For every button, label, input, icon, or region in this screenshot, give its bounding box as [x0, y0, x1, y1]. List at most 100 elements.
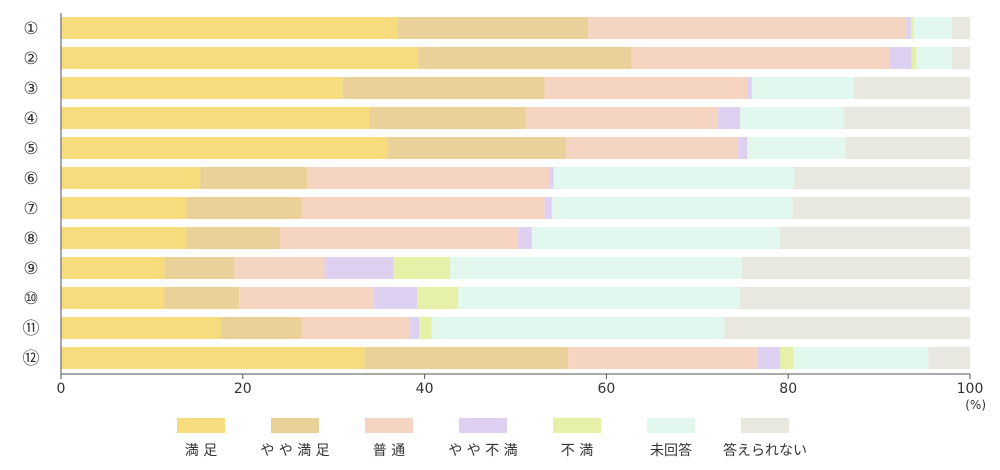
bar-segment [544, 197, 552, 219]
bar-segment [61, 287, 164, 309]
bar-segment [518, 227, 532, 249]
bar-segment [757, 347, 781, 369]
bar-segment [342, 77, 545, 99]
bar-segment [61, 317, 221, 339]
bar-segment [324, 257, 394, 279]
bar-segment [417, 287, 459, 309]
bar-segment [410, 317, 420, 339]
x-tick-label: 20 [234, 381, 252, 397]
legend-label: 満 足 [185, 443, 217, 459]
category-label: ⑩ [23, 289, 38, 309]
bar-segment [61, 227, 187, 249]
bar-segment [565, 137, 739, 159]
bar-segment [741, 257, 970, 279]
category-label: ⑨ [23, 259, 38, 279]
x-tick-label: 0 [57, 381, 66, 397]
bar-segment [551, 197, 793, 219]
bar-segment [387, 137, 566, 159]
bar-segment [718, 107, 741, 129]
legend-label: や や 不 満 [448, 443, 517, 459]
bar-segment [780, 347, 794, 369]
bar-segment [431, 317, 725, 339]
legend-label: や や 満 足 [260, 443, 329, 459]
bar-segment [419, 317, 432, 339]
bar-segment [393, 257, 451, 279]
bar-segment [220, 317, 302, 339]
bar-segment [751, 77, 854, 99]
bar-segment [301, 317, 411, 339]
bar-segment [525, 107, 719, 129]
bar-segment [568, 347, 758, 369]
legend-swatch [553, 418, 601, 433]
bar-segment [910, 17, 914, 39]
x-ticks: 0 20 40 60 80 100 [57, 374, 984, 397]
bar-segment [588, 17, 907, 39]
bar-segment [738, 137, 748, 159]
bar-segment [164, 257, 235, 279]
bar-segment [239, 287, 374, 309]
bar-segment [163, 287, 240, 309]
unit-label: (%) [965, 398, 986, 412]
bar-segment [780, 227, 970, 249]
legend: 満 足 や や 満 足 普 通 や や 不 満 不 満 未回答 答えられない [177, 418, 807, 459]
bar-segment [845, 137, 970, 159]
category-label: ① [23, 19, 38, 39]
bar-segment [724, 317, 970, 339]
bar-segment [544, 77, 748, 99]
bar-segment [740, 107, 844, 129]
bar-segment [916, 47, 952, 69]
bar-segment [280, 227, 519, 249]
bar-segment [61, 137, 388, 159]
bar-segment [740, 287, 970, 309]
bar-segment [458, 287, 741, 309]
bar-segment [843, 107, 970, 129]
bar-segment [553, 167, 794, 189]
bar-segment [549, 167, 554, 189]
bar-segment [397, 17, 589, 39]
bar-segment [911, 47, 917, 69]
bar-segment [951, 47, 970, 69]
x-axis [60, 13, 970, 375]
bar-segment [369, 107, 526, 129]
category-label: ④ [23, 109, 38, 129]
bar-segment [61, 257, 165, 279]
category-label: ⑦ [23, 199, 38, 219]
bar-segment [186, 197, 302, 219]
legend-swatch [365, 418, 413, 433]
bar-segment [61, 47, 419, 69]
bar-segment [792, 197, 970, 219]
bar-segment [793, 167, 970, 189]
legend-label: 答えられない [723, 442, 807, 459]
bar-segment [301, 197, 545, 219]
bar-segment [61, 17, 398, 39]
bar-segment [889, 47, 912, 69]
bar-segment [186, 227, 281, 249]
x-tick-label: 80 [779, 381, 797, 397]
bar-segment [913, 17, 952, 39]
legend-swatch [177, 418, 225, 433]
bar-segment [906, 17, 911, 39]
bar-segment [853, 77, 970, 99]
bar-segment [200, 167, 308, 189]
x-tick-label: 100 [957, 381, 984, 397]
category-label: ⑤ [23, 139, 38, 159]
bar-segment [450, 257, 742, 279]
category-labels: ① ② ③ ④ ⑤ ⑥ ⑦ ⑧ ⑨ ⑩ ⑪ ⑫ [23, 19, 40, 369]
x-tick-label: 60 [597, 381, 615, 397]
bar-segment [61, 107, 370, 129]
category-label: ⑫ [23, 349, 40, 369]
bar-segment [951, 17, 970, 39]
bar-segment [234, 257, 325, 279]
bar-segment [61, 77, 343, 99]
category-label: ⑧ [23, 229, 38, 249]
legend-swatch [459, 418, 507, 433]
legend-swatch [647, 418, 695, 433]
bars-group [61, 17, 970, 369]
legend-swatch [271, 418, 319, 433]
legend-label: 不 満 [561, 443, 593, 459]
bar-segment [61, 347, 365, 369]
bar-segment [61, 167, 201, 189]
x-tick-label: 40 [416, 381, 434, 397]
category-label: ③ [23, 79, 38, 99]
